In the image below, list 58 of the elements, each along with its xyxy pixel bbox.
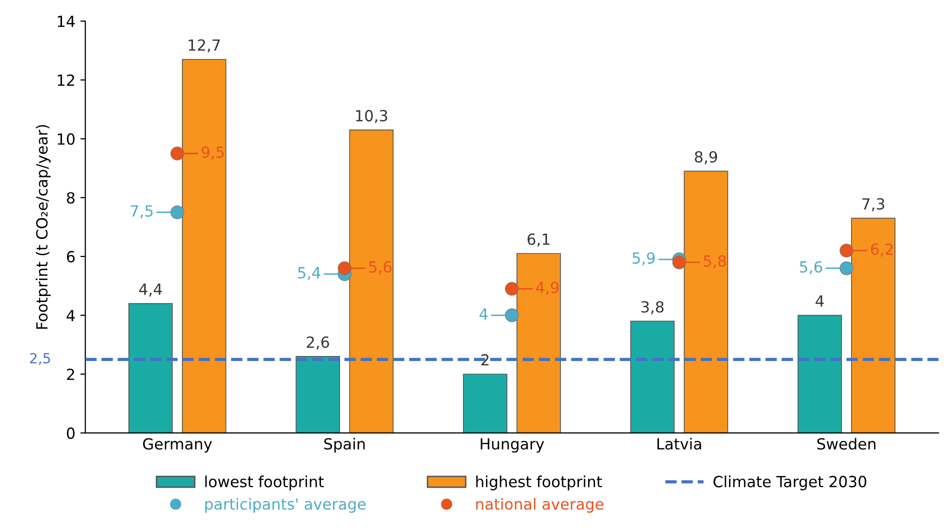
legend-label: lowest footprint — [205, 476, 324, 490]
data-label: 5,9 — [632, 252, 655, 266]
data-label: 2,6 — [306, 336, 330, 350]
data-label: 3,8 — [641, 301, 664, 314]
bar — [128, 303, 173, 433]
data-label: 5,6 — [369, 261, 392, 274]
data-label: 5,6 — [800, 261, 822, 274]
data-label: 4,9 — [536, 282, 559, 295]
bar — [684, 170, 728, 433]
y-tick-label: 0 — [66, 427, 75, 439]
point — [840, 261, 854, 276]
data-label: 12,7 — [188, 39, 220, 52]
y-tick-label: 10 — [58, 133, 75, 145]
point — [338, 261, 352, 276]
data-label: 8,9 — [694, 151, 718, 164]
x-tick-label: Latvia — [657, 438, 702, 450]
data-label: 7,5 — [130, 205, 153, 218]
data-label: 6,2 — [870, 243, 893, 257]
x-tick-label: Germany — [143, 438, 212, 453]
data-label: 10,3 — [356, 110, 388, 124]
data-label: 7,3 — [862, 198, 884, 212]
data-label: 4 — [816, 295, 824, 307]
point — [672, 255, 686, 270]
y-tick-label: 4 — [66, 310, 75, 322]
data-label: 6,1 — [528, 233, 550, 247]
bar — [182, 58, 226, 433]
x-tick-label: Hungary — [480, 438, 544, 453]
bar — [630, 320, 675, 433]
legend-label: national average — [476, 498, 604, 513]
y-tick-label: 12 — [58, 74, 74, 86]
x-tick-label: Sweden — [817, 438, 876, 450]
data-label: 2 — [481, 354, 488, 366]
point — [505, 308, 519, 322]
data-label: 5,8 — [704, 255, 726, 268]
bar — [349, 130, 394, 433]
point — [170, 205, 184, 220]
data-label: 9,5 — [202, 146, 224, 160]
bar — [462, 374, 508, 433]
data-label: 4,4 — [139, 284, 162, 297]
legend-label: participants' average — [205, 498, 366, 513]
y-tick-label: 6 — [66, 250, 75, 262]
bar — [296, 356, 340, 433]
legend-label: highest footprint — [476, 476, 602, 490]
y-tick-label: 14 — [58, 16, 75, 27]
bar — [798, 314, 842, 433]
point — [840, 244, 854, 258]
x-tick-label: Spain — [324, 438, 365, 453]
point — [505, 282, 519, 296]
y-axis-title: Footprint (t CO₂e/cap/year) — [36, 125, 51, 329]
point — [170, 146, 184, 160]
bar — [516, 253, 561, 433]
bar — [851, 218, 896, 433]
text: 2,5 — [30, 352, 50, 365]
y-tick-label: 2 — [66, 368, 74, 380]
legend-label: Climate Target 2030 — [714, 476, 866, 490]
data-label: 4 — [480, 308, 488, 320]
data-label: 5,4 — [298, 267, 320, 280]
y-tick-label: 8 — [66, 192, 75, 204]
